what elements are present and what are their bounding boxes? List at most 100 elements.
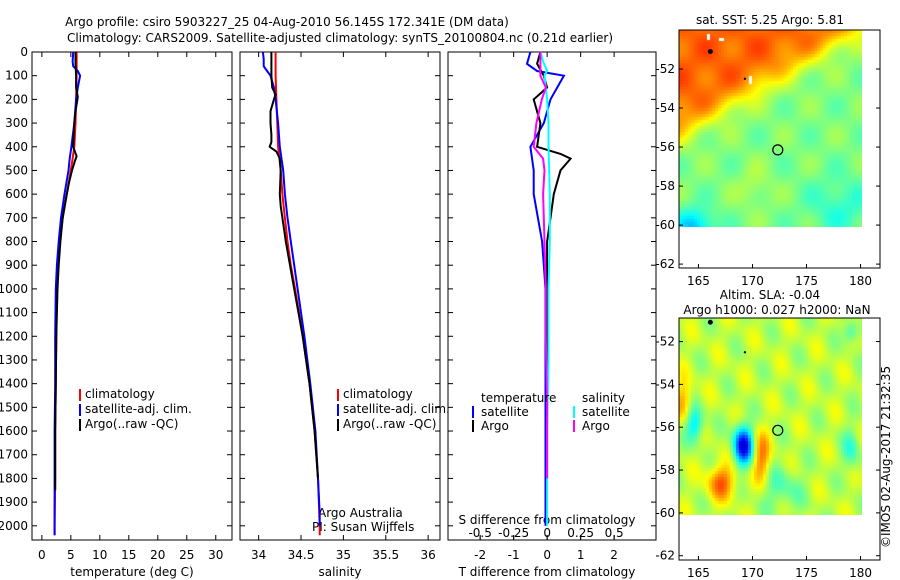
x-tick-label: 1 xyxy=(577,548,585,562)
series-line-t-argo xyxy=(532,51,573,479)
map-x-tick-label: 175 xyxy=(795,566,818,580)
axes-frame-salinity xyxy=(239,51,441,541)
x-tick-label: 35.5 xyxy=(372,548,399,562)
legend-label: Argo(..raw -QC) xyxy=(85,417,178,431)
map-x-tick-label: 180 xyxy=(849,566,872,580)
map-y-tick-label: -58 xyxy=(655,463,675,477)
y-tick-label: 600 xyxy=(5,187,28,201)
copyright-text: ©IMOS 02-Aug-2017 21:32:35 xyxy=(879,366,893,548)
s-tick-label: 0.5 xyxy=(605,526,624,540)
y-tick-label: 1700 xyxy=(0,448,28,462)
x-tick-label: 2 xyxy=(610,548,618,562)
map-x-tick-label: 180 xyxy=(849,274,872,288)
y-tick-label: 1300 xyxy=(0,353,28,367)
y-tick-label: 2000 xyxy=(0,519,28,533)
x-tick-label: 10 xyxy=(92,548,107,562)
legend-label: climatology xyxy=(85,387,155,401)
series-line-s-argo xyxy=(532,52,549,479)
legend-label: Argo xyxy=(481,419,509,433)
map-y-tick-label: -52 xyxy=(655,62,675,76)
x-tick-label: 34.5 xyxy=(288,548,315,562)
sla-map-image xyxy=(679,318,862,515)
x-tick-label: 35 xyxy=(336,548,351,562)
x-tick-label: 25 xyxy=(179,548,194,562)
s-tick-label: 0.25 xyxy=(567,526,594,540)
y-tick-label: 300 xyxy=(5,116,28,130)
y-tick-label: 1400 xyxy=(0,377,28,391)
y-tick-label: 1600 xyxy=(0,424,28,438)
x-tick-label: 0 xyxy=(38,548,46,562)
y-tick-label: 0 xyxy=(20,45,28,59)
map-y-tick-label: -54 xyxy=(655,377,675,391)
y-tick-label: 1100 xyxy=(0,306,28,320)
x-tick-label: 20 xyxy=(150,548,165,562)
x-tick-label: 5 xyxy=(67,548,75,562)
y-tick-label: 700 xyxy=(5,211,28,225)
y-tick-label: 900 xyxy=(5,258,28,272)
float-track-marker xyxy=(707,48,713,54)
series-line-argo xyxy=(268,52,319,479)
legend-label: satellite xyxy=(481,405,529,419)
sla-map-title-1: Altim. SLA: -0.04 xyxy=(720,288,820,302)
s-tick-label: -0.25 xyxy=(498,526,529,540)
s-tick-label: 0 xyxy=(543,526,551,540)
series-line-argo xyxy=(54,52,79,491)
annotation-line-1: Argo Australia xyxy=(318,506,403,520)
profile-location-marker xyxy=(772,424,784,436)
map-y-tick-label: -60 xyxy=(655,218,675,232)
map-frame-sst-map xyxy=(678,29,881,269)
map-x-tick-label: 170 xyxy=(741,566,764,580)
map-x-tick-label: 165 xyxy=(687,274,710,288)
map-x-tick-label: 170 xyxy=(741,274,764,288)
map-x-tick-label: 165 xyxy=(687,566,710,580)
map-y-tick-label: -60 xyxy=(655,506,675,520)
float-track-marker xyxy=(743,77,747,80)
legend-label: Argo xyxy=(582,419,610,433)
map-y-tick-label: -58 xyxy=(655,179,675,193)
s-tick-label: -0.5 xyxy=(468,526,491,540)
axes-frame-temperature xyxy=(31,51,233,541)
legend-heading-salinity: salinity xyxy=(582,391,625,405)
legend-label: satellite xyxy=(582,405,630,419)
map-x-tick-label: 175 xyxy=(795,274,818,288)
x-tick-label: -2 xyxy=(474,548,486,562)
float-track-marker xyxy=(707,319,713,325)
temperature-xlabel: temperature (deg C) xyxy=(70,565,193,579)
y-tick-label: 100 xyxy=(5,69,28,83)
annotation-line-2: PI: Susan Wijffels xyxy=(312,520,414,534)
x-tick-label: 36 xyxy=(420,548,435,562)
map-y-tick-label: -56 xyxy=(655,420,675,434)
x-tick-label: 30 xyxy=(208,548,223,562)
y-tick-label: 400 xyxy=(5,140,28,154)
y-tick-label: 1900 xyxy=(0,495,28,509)
title-line-1: Argo profile: csiro 5903227_25 04-Aug-20… xyxy=(65,15,509,29)
legend-label: satellite-adj. clim. xyxy=(85,402,192,416)
map-y-tick-label: -54 xyxy=(655,101,675,115)
y-tick-label: 500 xyxy=(5,163,28,177)
t-difference-xlabel: T difference from climatology xyxy=(458,565,636,579)
float-track-marker xyxy=(743,351,747,354)
x-tick-label: 0 xyxy=(543,548,551,562)
x-tick-label: 34 xyxy=(251,548,266,562)
sst-map-title: sat. SST: 5.25 Argo: 5.81 xyxy=(696,13,844,27)
y-tick-label: 1000 xyxy=(0,282,28,296)
y-tick-label: 1200 xyxy=(0,329,28,343)
sst-map-image xyxy=(679,30,862,227)
legend-heading-temperature: temperature xyxy=(481,391,556,405)
axes-frame-difference xyxy=(447,51,657,541)
map-y-tick-label: -62 xyxy=(655,257,675,271)
legend-label: satellite-adj. clim. xyxy=(343,402,450,416)
title-line-2: Climatology: CARS2009. Satellite-adjuste… xyxy=(67,31,613,45)
map-y-tick-label: -56 xyxy=(655,140,675,154)
y-tick-label: 200 xyxy=(5,92,28,106)
profile-location-marker xyxy=(772,144,784,156)
legend-label: climatology xyxy=(343,387,413,401)
x-tick-label: 15 xyxy=(121,548,136,562)
legend-label: Argo(..raw -QC) xyxy=(343,417,436,431)
y-tick-label: 1800 xyxy=(0,471,28,485)
map-y-tick-label: -52 xyxy=(655,335,675,349)
y-tick-label: 1500 xyxy=(0,400,28,414)
sla-map-title-2: Argo h1000: 0.027 h2000: NaN xyxy=(683,303,870,317)
salinity-xlabel: salinity xyxy=(318,565,361,579)
